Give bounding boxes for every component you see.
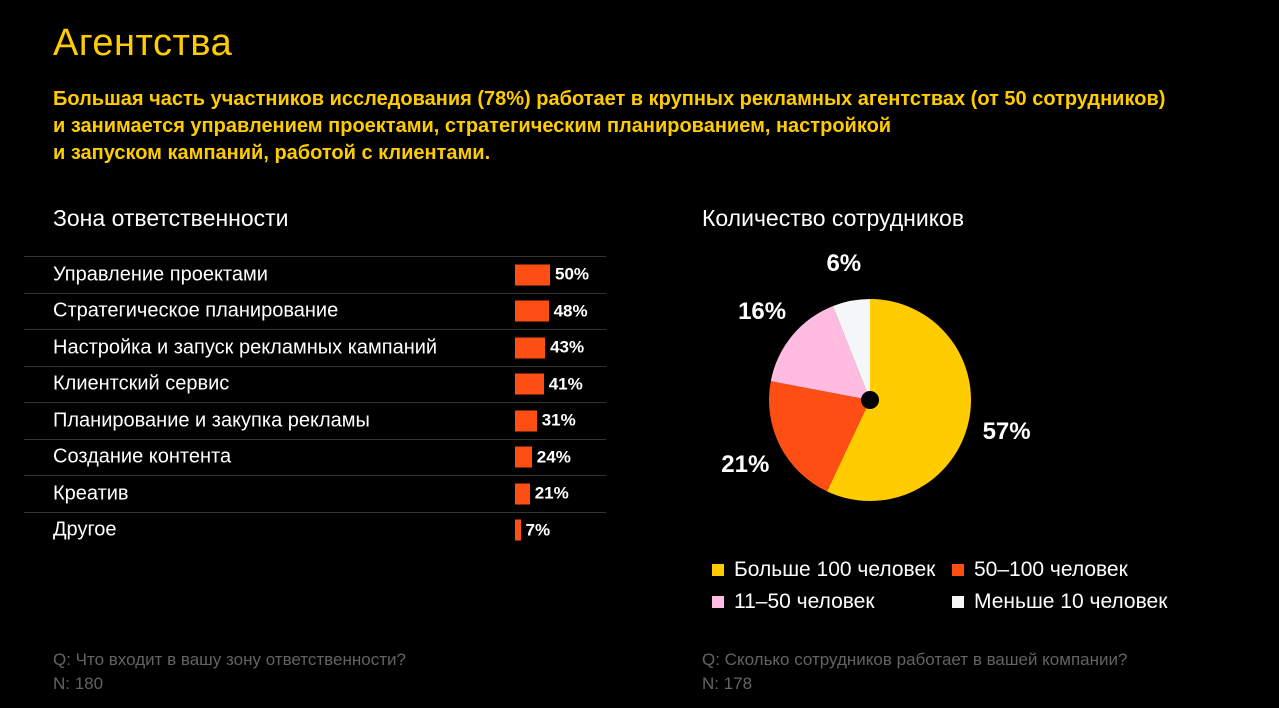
bar-category-label: Настройка и запуск рекламных кампаний xyxy=(53,336,438,359)
footnote-n: N: 180 xyxy=(53,674,104,693)
pie-slice xyxy=(769,381,870,492)
slide-subtitle: Большая часть участников исследования (7… xyxy=(53,88,1166,164)
pie-slice xyxy=(770,306,870,400)
legend-label: 11–50 человек xyxy=(734,590,875,613)
bar-group: 48% xyxy=(515,300,588,322)
footnote-n: N: 178 xyxy=(702,674,753,693)
legend-label: 50–100 человек xyxy=(974,558,1128,581)
bar-category-label: Креатив xyxy=(53,482,129,505)
pie-value-label: 6% xyxy=(826,250,861,277)
footnote-question: Q: Сколько сотрудников работает в вашей … xyxy=(702,650,1128,669)
bar-category-label: Стратегическое планирование xyxy=(53,299,339,322)
bar-row: Клиентский сервис 41% xyxy=(24,365,606,403)
employee-legend: Больше 100 человек 50–100 человек 11–50 че… xyxy=(712,558,1167,614)
pie-value-label: 16% xyxy=(738,298,786,325)
bar-group: 24% xyxy=(515,446,571,468)
bar-row: Другое 7% xyxy=(24,511,606,549)
pie-value-label: 21% xyxy=(721,451,769,478)
bar-row: Планирование и закупка рекламы 31% xyxy=(24,402,606,439)
bar-row: Создание контента 24% xyxy=(24,438,606,476)
bar-category-label: Планирование и закупка рекламы xyxy=(53,409,370,432)
employees-footnote: Q: Сколько сотрудников работает в вашей … xyxy=(702,648,1127,696)
employee-pie-svg: 57% 21% 16% 6% xyxy=(721,250,1031,502)
bar xyxy=(515,446,532,468)
employees-chart-title: Количество сотрудников xyxy=(702,205,965,231)
bar xyxy=(515,373,544,395)
responsibility-rows: Управление проектами 50% Стратегическое пл… xyxy=(24,256,606,548)
pie-value-label: 57% xyxy=(983,418,1031,445)
bar-value-label: 41% xyxy=(548,374,583,394)
bar-row: Креатив 21% xyxy=(24,475,606,512)
pie-slice xyxy=(832,299,870,400)
bar-value-label: 21% xyxy=(534,483,569,503)
legend-item: Меньше 10 человек xyxy=(952,590,1167,614)
bar xyxy=(515,337,546,359)
bar xyxy=(515,264,550,286)
bar-category-label: Создание контента xyxy=(53,445,232,468)
bar-row: Управление проектами 50% xyxy=(24,256,606,293)
bar-category-label: Клиентский сервис xyxy=(53,372,230,395)
bar-value-label: 50% xyxy=(555,264,590,284)
bar-group: 7% xyxy=(515,519,551,541)
legend-swatch xyxy=(712,564,724,576)
legend-item: 11–50 человек xyxy=(712,590,952,614)
legend-label: Меньше 10 человек xyxy=(974,590,1168,613)
bar-category-label: Другое xyxy=(53,518,117,541)
legend-item: Больше 100 человек xyxy=(712,558,952,582)
legend-swatch xyxy=(952,596,964,608)
bar-row: Настройка и запуск рекламных кампаний 43% xyxy=(24,329,606,366)
bar xyxy=(515,483,530,505)
bar-group: 41% xyxy=(515,373,583,395)
bar-group: 21% xyxy=(515,483,569,505)
bar-value-label: 7% xyxy=(525,520,551,540)
bar-value-label: 43% xyxy=(550,337,585,357)
bar-value-label: 24% xyxy=(536,447,571,467)
responsibility-footnote: Q: Что входит в вашу зону ответственност… xyxy=(53,648,406,696)
bar xyxy=(515,519,521,541)
bar-group: 43% xyxy=(515,337,585,359)
legend-swatch xyxy=(712,596,724,608)
bar xyxy=(515,410,537,432)
bar xyxy=(515,300,549,322)
footnote-question: Q: Что входит в вашу зону ответственност… xyxy=(53,650,406,669)
bar-row: Стратегическое планирование 48% xyxy=(24,292,606,330)
legend-swatch xyxy=(952,564,964,576)
responsibility-chart-title: Зона ответственности xyxy=(53,205,289,231)
bar-category-label: Управление проектами xyxy=(53,263,268,286)
bar-value-label: 31% xyxy=(541,410,576,430)
bar-value-label: 48% xyxy=(553,301,588,321)
slide-title: Агентства xyxy=(53,22,233,64)
bar-group: 50% xyxy=(515,264,590,286)
pie-center-dot xyxy=(861,391,879,409)
pie-slice xyxy=(827,299,971,502)
legend-item: 50–100 человек xyxy=(952,558,1167,582)
legend-label: Больше 100 человек xyxy=(734,558,936,581)
bar-group: 31% xyxy=(515,410,576,432)
